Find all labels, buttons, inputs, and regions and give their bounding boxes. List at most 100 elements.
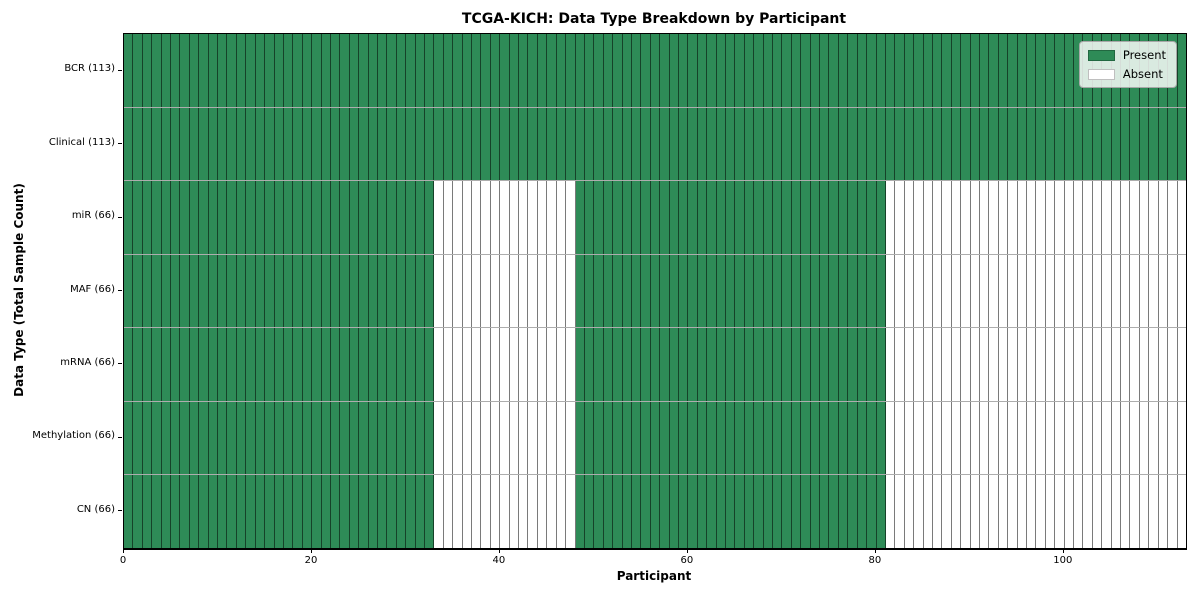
- matrix-cell-present: [979, 34, 990, 107]
- matrix-cell-present: [349, 254, 360, 328]
- matrix-cell-present: [763, 328, 774, 401]
- matrix-cell-absent: [1121, 401, 1131, 475]
- matrix-cell-present: [867, 254, 877, 328]
- matrix-cell-present: [584, 475, 595, 549]
- matrix-cell-present: [293, 328, 303, 401]
- matrix-cell-present: [989, 34, 999, 107]
- matrix-cell-present: [829, 475, 839, 549]
- matrix-cell-present: [575, 475, 585, 549]
- matrix-cell-present: [697, 34, 708, 107]
- matrix-cell-present: [1017, 34, 1027, 107]
- matrix-cell-present: [472, 34, 482, 107]
- matrix-cell-absent: [904, 475, 915, 549]
- matrix-cell-present: [152, 254, 162, 328]
- matrix-cell-present: [744, 475, 755, 549]
- matrix-cell-absent: [951, 475, 962, 549]
- matrix-cell-present: [189, 107, 200, 181]
- x-tick-mark: [123, 549, 124, 553]
- matrix-row: [124, 254, 1186, 329]
- x-tick-mark: [1063, 549, 1064, 553]
- matrix-cell-absent: [1130, 254, 1140, 328]
- matrix-cell-absent: [462, 254, 473, 328]
- matrix-cell-present: [754, 401, 764, 475]
- matrix-cell-present: [744, 328, 755, 401]
- matrix-cell-absent: [1121, 475, 1131, 549]
- matrix-cell-present: [321, 328, 331, 401]
- matrix-cell-absent: [895, 401, 905, 475]
- matrix-cell-absent: [1036, 181, 1046, 254]
- matrix-cell-absent: [443, 401, 454, 475]
- matrix-cell-absent: [537, 475, 548, 549]
- matrix-cell-present: [152, 34, 162, 107]
- matrix-cell-present: [415, 328, 425, 401]
- matrix-cell-absent: [1149, 475, 1159, 549]
- matrix-cell-absent: [1036, 254, 1046, 328]
- matrix-cell-present: [236, 107, 247, 181]
- matrix-cell-present: [171, 254, 181, 328]
- matrix-cell-present: [669, 254, 679, 328]
- matrix-cell-absent: [989, 254, 999, 328]
- matrix-cell-present: [848, 328, 858, 401]
- matrix-cell-present: [961, 107, 971, 181]
- matrix-cell-absent: [1111, 328, 1122, 401]
- y-tick-mark: [118, 510, 122, 511]
- matrix-cell-present: [820, 475, 830, 549]
- matrix-cell-present: [848, 34, 858, 107]
- matrix-cell-present: [678, 254, 689, 328]
- matrix-cell-present: [998, 107, 1009, 181]
- matrix-cell-present: [876, 328, 886, 401]
- matrix-cell-present: [124, 34, 134, 107]
- matrix-cell-absent: [528, 475, 538, 549]
- matrix-cell-present: [406, 475, 416, 549]
- y-tick-mark: [118, 437, 122, 438]
- matrix-cell-present: [171, 328, 181, 401]
- matrix-cell-absent: [519, 475, 529, 549]
- matrix-cell-present: [443, 107, 454, 181]
- matrix-cell-present: [1055, 107, 1065, 181]
- matrix-cell-present: [622, 328, 632, 401]
- matrix-cell-absent: [453, 254, 463, 328]
- matrix-cell-absent: [472, 401, 482, 475]
- y-tick-label: Methylation (66): [32, 430, 115, 441]
- matrix-cell-present: [1036, 34, 1046, 107]
- matrix-cell-absent: [443, 328, 454, 401]
- matrix-cell-present: [255, 181, 266, 254]
- matrix-cell-absent: [556, 401, 567, 475]
- matrix-cell-present: [603, 401, 614, 475]
- matrix-cell-present: [302, 107, 313, 181]
- matrix-cell-absent: [1045, 475, 1056, 549]
- matrix-cell-present: [650, 254, 661, 328]
- matrix-cell-present: [773, 181, 783, 254]
- matrix-cell-present: [556, 34, 567, 107]
- matrix-cell-absent: [462, 475, 473, 549]
- matrix-cell-present: [678, 34, 689, 107]
- matrix-cell-absent: [1017, 401, 1027, 475]
- matrix-cell-present: [801, 254, 811, 328]
- matrix-cell-present: [566, 34, 576, 107]
- matrix-cell-present: [321, 107, 331, 181]
- matrix-cell-present: [152, 107, 162, 181]
- matrix-cell-absent: [519, 254, 529, 328]
- matrix-cell-present: [387, 34, 397, 107]
- matrix-cell-absent: [1130, 328, 1140, 401]
- matrix-cell-present: [368, 254, 378, 328]
- matrix-cell-present: [293, 401, 303, 475]
- matrix-cell-absent: [1092, 401, 1103, 475]
- matrix-cell-present: [406, 254, 416, 328]
- matrix-cell-present: [641, 254, 651, 328]
- matrix-cell-present: [820, 401, 830, 475]
- matrix-row: [124, 181, 1186, 255]
- matrix-cell-absent: [1149, 401, 1159, 475]
- matrix-cell-absent: [1055, 328, 1065, 401]
- matrix-cell-present: [500, 107, 510, 181]
- matrix-row: [124, 328, 1186, 402]
- matrix-cell-absent: [462, 401, 473, 475]
- matrix-cell-present: [359, 328, 369, 401]
- matrix-cell-present: [519, 107, 529, 181]
- matrix-cell-absent: [1102, 254, 1112, 328]
- matrix-cell-present: [876, 475, 886, 549]
- matrix-cell-absent: [1045, 254, 1056, 328]
- matrix-cell-present: [425, 328, 435, 401]
- matrix-cell-absent: [1139, 181, 1150, 254]
- matrix-cell-present: [246, 475, 256, 549]
